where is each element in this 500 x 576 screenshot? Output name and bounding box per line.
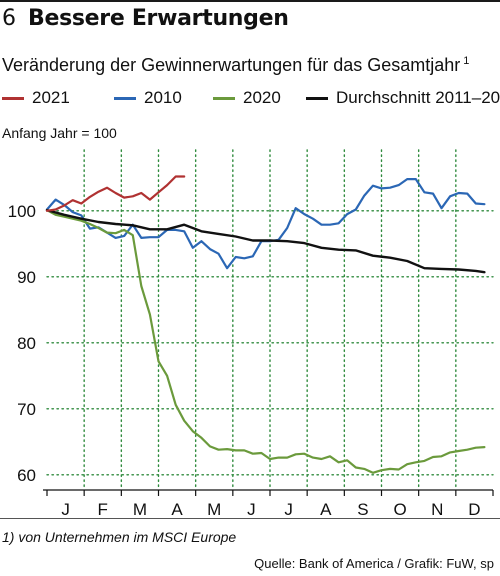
x-tick-label: M (207, 500, 221, 518)
chart-title: Bessere Erwartungen (28, 6, 289, 31)
legend-label: Durchschnitt 2011–2019 (336, 88, 500, 107)
y-tick-label: 70 (17, 400, 36, 419)
footnote-rule (0, 518, 500, 519)
x-tick-label: J (61, 500, 70, 518)
x-tick-label: D (468, 500, 480, 518)
chart-subtitle: Veränderung der Gewinnerwartungen für da… (2, 55, 469, 76)
legend-swatch (306, 96, 328, 100)
y-tick-label: 60 (17, 466, 36, 485)
x-tick-label: S (357, 500, 368, 518)
legend-label: 2021 (32, 88, 70, 107)
x-tick-label: N (431, 500, 443, 518)
legend-item: 2020 (213, 88, 281, 108)
chart-plot: Anfang Jahr = 100 60 70 80 90 100 J F M A M J J A S O N D (2, 125, 494, 518)
title-row: 6 Bessere Erwartungen (2, 6, 289, 40)
footnote: 1) von Unternehmen im MSCI Europe (2, 529, 237, 545)
source-credit: Quelle: Bank of America / Grafik: FuW, s… (254, 556, 494, 571)
legend-swatch (114, 96, 136, 100)
y-tick-label: 80 (17, 334, 36, 353)
legend-item: 2021 (2, 88, 70, 108)
x-tick-label: A (320, 500, 332, 518)
series-line-Durchschnitt 2011–2019 (45, 208, 486, 274)
x-tick-label: M (133, 500, 147, 518)
series-line-2021 (45, 175, 186, 212)
footnote-marker: 1 (463, 55, 470, 67)
subtitle-text: Veränderung der Gewinnerwartungen für da… (2, 55, 461, 75)
x-tick-label: O (393, 500, 406, 518)
x-tick-label: F (98, 500, 108, 518)
legend-label: 2010 (144, 88, 182, 107)
legend-item: Durchschnitt 2011–2019 (306, 88, 500, 108)
x-tick-label: J (284, 500, 293, 518)
legend: 2021 2010 2020 Durchschnitt 2011–2019 (2, 88, 500, 110)
x-tick-label: A (171, 500, 183, 518)
x-tick-label: J (247, 500, 256, 518)
legend-swatch (213, 96, 235, 100)
legend-label: 2020 (243, 88, 281, 107)
legend-item: 2010 (114, 88, 182, 108)
chart-number: 6 (2, 6, 16, 31)
series-line-2020 (45, 208, 486, 474)
y-axis-label: Anfang Jahr = 100 (2, 125, 117, 141)
y-tick-label: 90 (17, 268, 36, 287)
header-rule (0, 0, 500, 2)
legend-swatch (2, 96, 24, 100)
y-tick-label: 100 (8, 202, 36, 221)
